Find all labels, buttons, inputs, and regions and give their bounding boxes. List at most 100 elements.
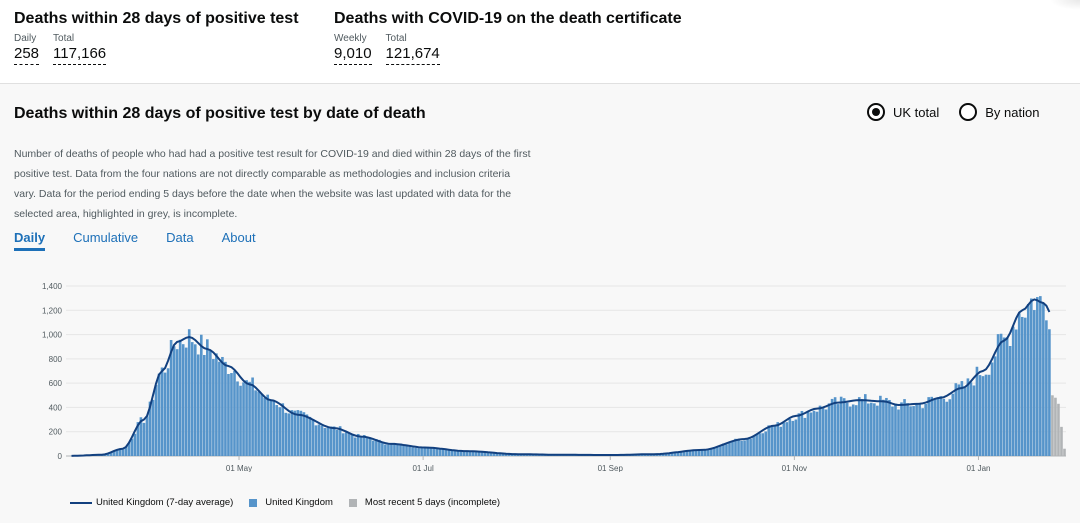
y-tick-label: 1,000	[42, 331, 63, 340]
daily-bar	[136, 422, 140, 456]
tab-data[interactable]: Data	[166, 230, 194, 245]
daily-bar	[670, 453, 674, 456]
radio-unselected-icon[interactable]	[959, 103, 978, 121]
daily-bar	[429, 448, 432, 456]
daily-bar	[876, 405, 879, 456]
radio-selected-icon[interactable]	[867, 103, 885, 121]
metric-value[interactable]: 121,674	[385, 45, 440, 65]
daily-bar	[972, 385, 976, 456]
daily-bar	[344, 432, 348, 456]
daily-bar	[411, 447, 414, 456]
daily-bar	[118, 448, 122, 456]
daily-bar	[287, 413, 291, 456]
daily-bar	[930, 396, 933, 456]
metric-total: Total 121,674	[385, 33, 440, 65]
daily-bar	[900, 402, 903, 456]
daily-bar	[483, 452, 487, 456]
x-tick-label: 01 Nov	[782, 464, 807, 472]
x-tick-label: 01 Jan	[966, 464, 990, 472]
daily-bar	[513, 454, 517, 456]
daily-bar	[187, 329, 191, 456]
daily-bar	[347, 432, 351, 456]
daily-bar	[184, 347, 188, 456]
daily-bar	[761, 433, 764, 456]
daily-bar	[776, 422, 780, 456]
daily-bar	[758, 433, 761, 456]
daily-bar	[507, 453, 511, 456]
x-tick-label: 01 Sep	[598, 464, 624, 472]
daily-bar	[809, 412, 813, 456]
daily-bar	[115, 450, 119, 456]
daily-bar	[212, 359, 215, 456]
tab-about[interactable]: About	[221, 230, 256, 245]
daily-bar	[918, 402, 921, 456]
incomplete-bar	[1057, 403, 1060, 456]
y-tick-label: 600	[49, 379, 63, 388]
daily-bar	[154, 384, 158, 456]
tab-cumulative[interactable]: Cumulative	[73, 230, 139, 245]
metric-value[interactable]: 9,010	[334, 45, 372, 65]
daily-bar	[767, 425, 771, 456]
daily-bar	[707, 448, 710, 456]
deaths-bar-chart: 0 200 400 600 800 1,000 1,200 1,400 01 May 01 Ju…	[42, 282, 1066, 472]
daily-bar	[426, 446, 429, 456]
daily-bar	[444, 450, 448, 456]
metric-value[interactable]: 117,166	[53, 45, 107, 65]
daily-bar	[284, 412, 288, 456]
daily-bar	[203, 355, 206, 456]
chart-legend: United Kingdom (7-day average) United Ki…	[70, 497, 516, 508]
daily-bar	[308, 416, 312, 456]
daily-bar	[824, 409, 828, 456]
y-tick-label: 0	[58, 452, 63, 461]
daily-bar	[396, 443, 399, 456]
daily-bar	[912, 406, 915, 456]
daily-bar	[139, 417, 143, 456]
daily-bar	[480, 451, 484, 456]
daily-bar	[782, 422, 786, 456]
daily-bar	[405, 444, 408, 456]
daily-bar	[836, 404, 840, 456]
daily-bar	[133, 433, 137, 456]
metric-daily: Daily 258	[14, 33, 40, 65]
metric-value[interactable]: 258	[14, 45, 40, 65]
daily-bar	[697, 450, 701, 456]
daily-bar	[996, 334, 1000, 456]
daily-bar	[978, 375, 982, 456]
radio-by-nation[interactable]: By nation	[959, 103, 1039, 121]
daily-bar	[447, 449, 451, 456]
daily-bar	[260, 393, 263, 456]
tab-daily[interactable]: Daily	[14, 230, 46, 251]
daily-bar	[121, 449, 125, 456]
radio-uk-total[interactable]: UK total	[867, 103, 939, 121]
daily-bar	[906, 403, 909, 456]
daily-bar	[873, 403, 876, 456]
daily-bar	[845, 402, 849, 456]
daily-bar	[879, 395, 882, 456]
x-tick-label: 01 May	[226, 464, 252, 472]
daily-bar	[477, 451, 481, 456]
daily-bar	[870, 402, 873, 456]
daily-bar	[752, 436, 755, 456]
daily-bar	[827, 403, 831, 456]
daily-bar	[999, 333, 1003, 456]
daily-bar	[272, 401, 276, 456]
daily-bar	[863, 394, 867, 456]
daily-bar	[474, 451, 478, 456]
daily-bar	[130, 438, 134, 456]
daily-bar	[854, 405, 858, 456]
radio-label[interactable]: UK total	[893, 104, 940, 120]
radio-label[interactable]: By nation	[985, 104, 1040, 120]
metric-weekly: Weekly 9,010	[334, 33, 372, 65]
daily-bar	[172, 346, 176, 456]
corner-shadow	[1050, 0, 1080, 10]
daily-bar	[329, 426, 333, 456]
daily-bar	[299, 410, 303, 456]
daily-bar	[190, 342, 194, 456]
daily-bar	[954, 383, 958, 456]
legend-item-incomplete: Most recent 5 days (incomplete)	[348, 497, 500, 508]
daily-bar	[263, 397, 266, 456]
daily-bar	[127, 442, 131, 456]
daily-bar	[281, 403, 285, 456]
daily-bar	[408, 446, 411, 456]
daily-bar	[740, 440, 743, 456]
